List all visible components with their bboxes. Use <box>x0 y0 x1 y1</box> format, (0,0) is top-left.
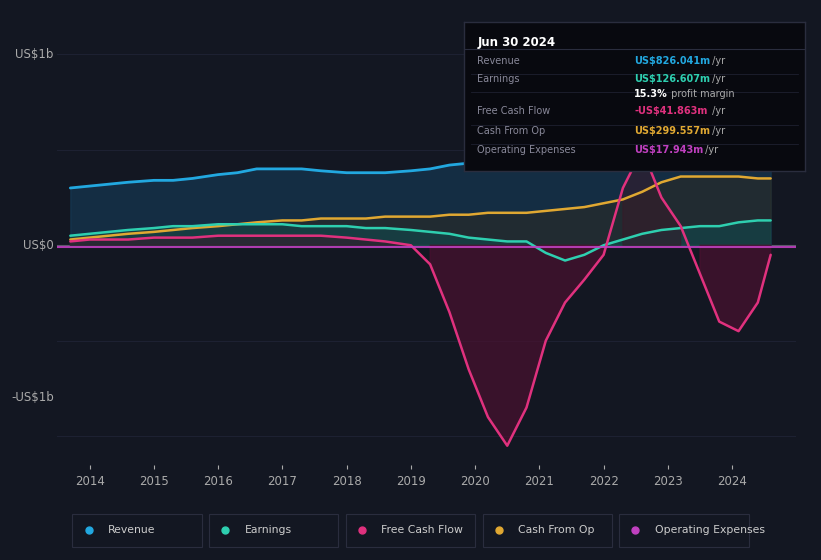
Bar <box>619 514 749 547</box>
Text: Operating Expenses: Operating Expenses <box>654 525 764 535</box>
Text: Earnings: Earnings <box>478 74 520 84</box>
Bar <box>346 514 475 547</box>
Bar <box>72 514 202 547</box>
Text: -US$41.863m: -US$41.863m <box>635 106 708 116</box>
Text: Jun 30 2024: Jun 30 2024 <box>478 36 556 49</box>
Text: US$1b: US$1b <box>16 48 54 61</box>
Text: Cash From Op: Cash From Op <box>478 126 546 136</box>
Text: US$126.607m: US$126.607m <box>635 74 710 84</box>
Text: Cash From Op: Cash From Op <box>518 525 594 535</box>
Text: Free Cash Flow: Free Cash Flow <box>381 525 463 535</box>
Text: /yr: /yr <box>709 56 725 66</box>
Text: Revenue: Revenue <box>108 525 155 535</box>
Text: Earnings: Earnings <box>245 525 291 535</box>
Text: -US$1b: -US$1b <box>11 391 54 404</box>
Text: Free Cash Flow: Free Cash Flow <box>478 106 551 116</box>
Bar <box>209 514 338 547</box>
Text: US$826.041m: US$826.041m <box>635 56 710 66</box>
Text: profit margin: profit margin <box>668 88 735 99</box>
Text: US$299.557m: US$299.557m <box>635 126 710 136</box>
Text: 15.3%: 15.3% <box>635 88 668 99</box>
Text: Operating Expenses: Operating Expenses <box>478 145 576 155</box>
Text: /yr: /yr <box>709 126 725 136</box>
Text: /yr: /yr <box>702 145 718 155</box>
Text: /yr: /yr <box>709 106 725 116</box>
Text: /yr: /yr <box>709 74 725 84</box>
Bar <box>483 514 612 547</box>
Text: US$0: US$0 <box>23 239 54 252</box>
Text: Revenue: Revenue <box>478 56 521 66</box>
Text: US$17.943m: US$17.943m <box>635 145 704 155</box>
